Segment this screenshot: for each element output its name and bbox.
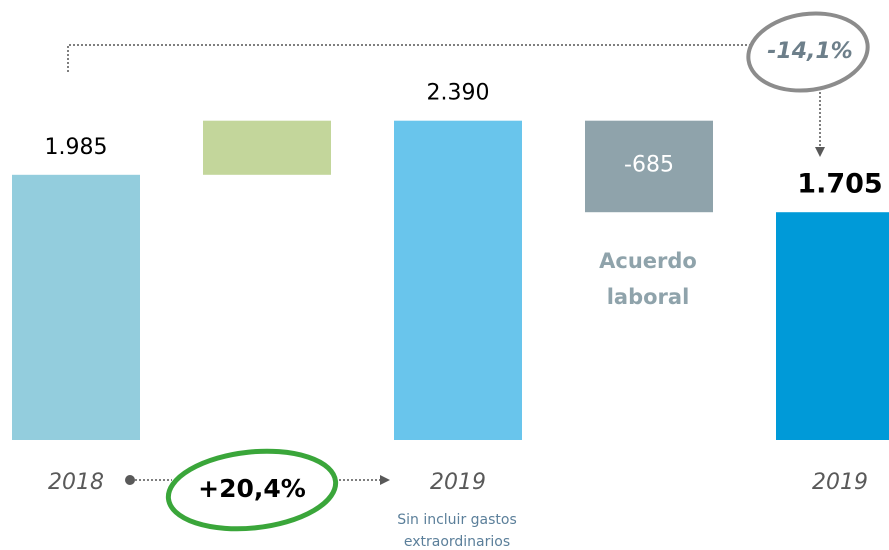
bar (203, 120, 331, 175)
agreement-label: Acuerdo (599, 249, 697, 273)
note: extraordinarios (404, 534, 510, 550)
value-label: 1.705 (797, 169, 882, 200)
value-label: 1.985 (45, 135, 108, 160)
value-label: 2.390 (427, 81, 490, 106)
bar (585, 120, 713, 213)
agreement-label: laboral (607, 285, 690, 309)
growth-label: +20,4% (198, 474, 306, 503)
bar (394, 120, 522, 441)
bracket-line (67, 44, 752, 72)
x-tick-label: 2019 (812, 470, 868, 495)
change-label: -14,1% (767, 39, 852, 64)
highlight-ellipse (746, 11, 870, 93)
bar (12, 174, 140, 440)
bar (776, 212, 889, 440)
note: Sin incluir gastos (397, 512, 517, 528)
x-tick-label: 2018 (48, 470, 104, 495)
x-tick-label: 2019 (430, 470, 486, 495)
value-label: -685 (624, 153, 674, 178)
highlight-ellipse (165, 448, 339, 532)
connector-dot (125, 475, 135, 485)
